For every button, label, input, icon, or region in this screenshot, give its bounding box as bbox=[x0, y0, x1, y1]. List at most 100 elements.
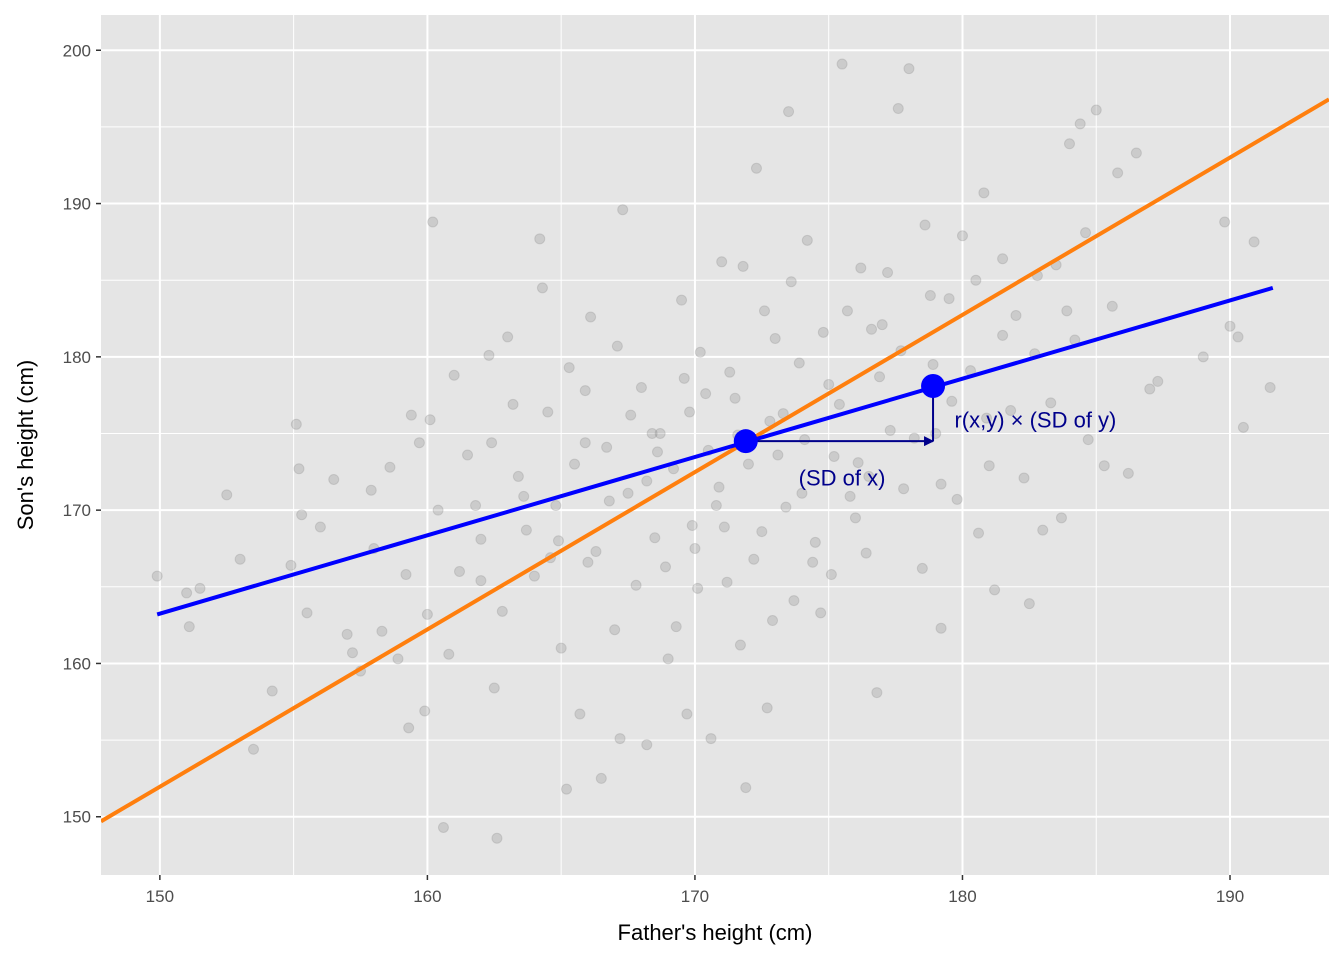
data-point bbox=[625, 409, 637, 421]
axis-ticks: 150 160 170 180 190 150 160 170 180 190 200 bbox=[63, 41, 1245, 906]
data-point bbox=[833, 398, 845, 410]
grid-lines bbox=[101, 15, 1329, 875]
data-point bbox=[520, 524, 532, 536]
data-point bbox=[328, 473, 340, 485]
data-point bbox=[884, 424, 896, 436]
data-point bbox=[710, 500, 722, 512]
data-point bbox=[750, 162, 762, 174]
data-point bbox=[641, 739, 653, 751]
data-point bbox=[694, 346, 706, 358]
annotations: (SD of x) r(x,y) × (SD of y) bbox=[799, 407, 1117, 490]
data-point bbox=[590, 546, 602, 558]
data-point bbox=[742, 458, 754, 470]
data-point bbox=[646, 428, 658, 440]
data-point bbox=[496, 605, 508, 617]
data-point bbox=[729, 392, 741, 404]
data-point bbox=[828, 450, 840, 462]
data-point bbox=[876, 319, 888, 331]
data-point bbox=[1082, 434, 1094, 446]
data-point bbox=[686, 519, 698, 531]
data-point bbox=[635, 382, 647, 394]
data-point bbox=[796, 487, 808, 499]
y-tick-label: 170 bbox=[63, 501, 91, 520]
data-point bbox=[761, 702, 773, 714]
data-point bbox=[916, 562, 928, 574]
data-point bbox=[758, 305, 770, 317]
x-tick-label: 180 bbox=[948, 887, 976, 906]
plot-panel bbox=[101, 15, 1329, 875]
data-point bbox=[799, 434, 811, 446]
data-point bbox=[518, 490, 530, 502]
data-point bbox=[181, 587, 193, 599]
data-point bbox=[825, 569, 837, 581]
data-point bbox=[194, 582, 206, 594]
data-point bbox=[1237, 421, 1249, 433]
data-point bbox=[724, 366, 736, 378]
data-point bbox=[841, 305, 853, 317]
data-point bbox=[585, 311, 597, 323]
data-point bbox=[502, 331, 514, 343]
data-point bbox=[285, 559, 297, 571]
scatter-points bbox=[151, 58, 1276, 844]
data-point bbox=[849, 512, 861, 524]
data-point bbox=[892, 103, 904, 115]
annotation-label: (SD of x) bbox=[799, 466, 886, 491]
data-point bbox=[365, 484, 377, 496]
data-point bbox=[603, 495, 615, 507]
x-tick-label: 150 bbox=[146, 887, 174, 906]
sd-line bbox=[101, 97, 1329, 824]
data-point bbox=[483, 349, 495, 361]
data-point bbox=[448, 369, 460, 381]
data-point bbox=[437, 821, 449, 833]
data-point bbox=[756, 526, 768, 538]
data-point bbox=[1248, 236, 1260, 248]
x-axis-title: Father's height (cm) bbox=[618, 920, 813, 945]
data-point bbox=[660, 561, 672, 573]
data-point bbox=[579, 385, 591, 397]
data-point bbox=[1224, 320, 1236, 332]
y-tick-label: 150 bbox=[63, 808, 91, 827]
data-point bbox=[341, 628, 353, 640]
data-point bbox=[1144, 383, 1156, 395]
data-point bbox=[785, 276, 797, 288]
mean-point bbox=[733, 429, 758, 454]
data-point bbox=[266, 685, 278, 697]
data-point bbox=[863, 470, 875, 482]
data-point bbox=[809, 536, 821, 548]
data-point bbox=[475, 533, 487, 545]
data-point bbox=[151, 570, 163, 582]
data-point bbox=[898, 483, 910, 495]
data-point bbox=[970, 274, 982, 286]
data-point bbox=[424, 414, 436, 426]
data-point bbox=[1152, 375, 1164, 387]
data-point bbox=[956, 230, 968, 242]
x-tick-label: 160 bbox=[413, 887, 441, 906]
data-point bbox=[462, 449, 474, 461]
data-point bbox=[855, 262, 867, 274]
data-point bbox=[1005, 405, 1017, 417]
data-point bbox=[475, 575, 487, 587]
data-point bbox=[807, 556, 819, 568]
data-point bbox=[924, 290, 936, 302]
data-point bbox=[528, 570, 540, 582]
data-point bbox=[882, 267, 894, 279]
data-point bbox=[611, 340, 623, 352]
data-point bbox=[595, 772, 607, 784]
data-point bbox=[454, 565, 466, 577]
data-point bbox=[183, 621, 195, 633]
data-point bbox=[400, 569, 412, 581]
data-point bbox=[582, 556, 594, 568]
data-point bbox=[705, 733, 717, 745]
data-point bbox=[1023, 598, 1035, 610]
data-point bbox=[1232, 331, 1244, 343]
data-point bbox=[470, 500, 482, 512]
data-point bbox=[772, 449, 784, 461]
data-point bbox=[536, 282, 548, 294]
data-point bbox=[740, 782, 752, 794]
data-point bbox=[927, 359, 939, 371]
data-point bbox=[670, 621, 682, 633]
data-point bbox=[983, 460, 995, 472]
data-point bbox=[1074, 118, 1086, 130]
data-point bbox=[997, 329, 1009, 341]
data-point bbox=[413, 437, 425, 449]
